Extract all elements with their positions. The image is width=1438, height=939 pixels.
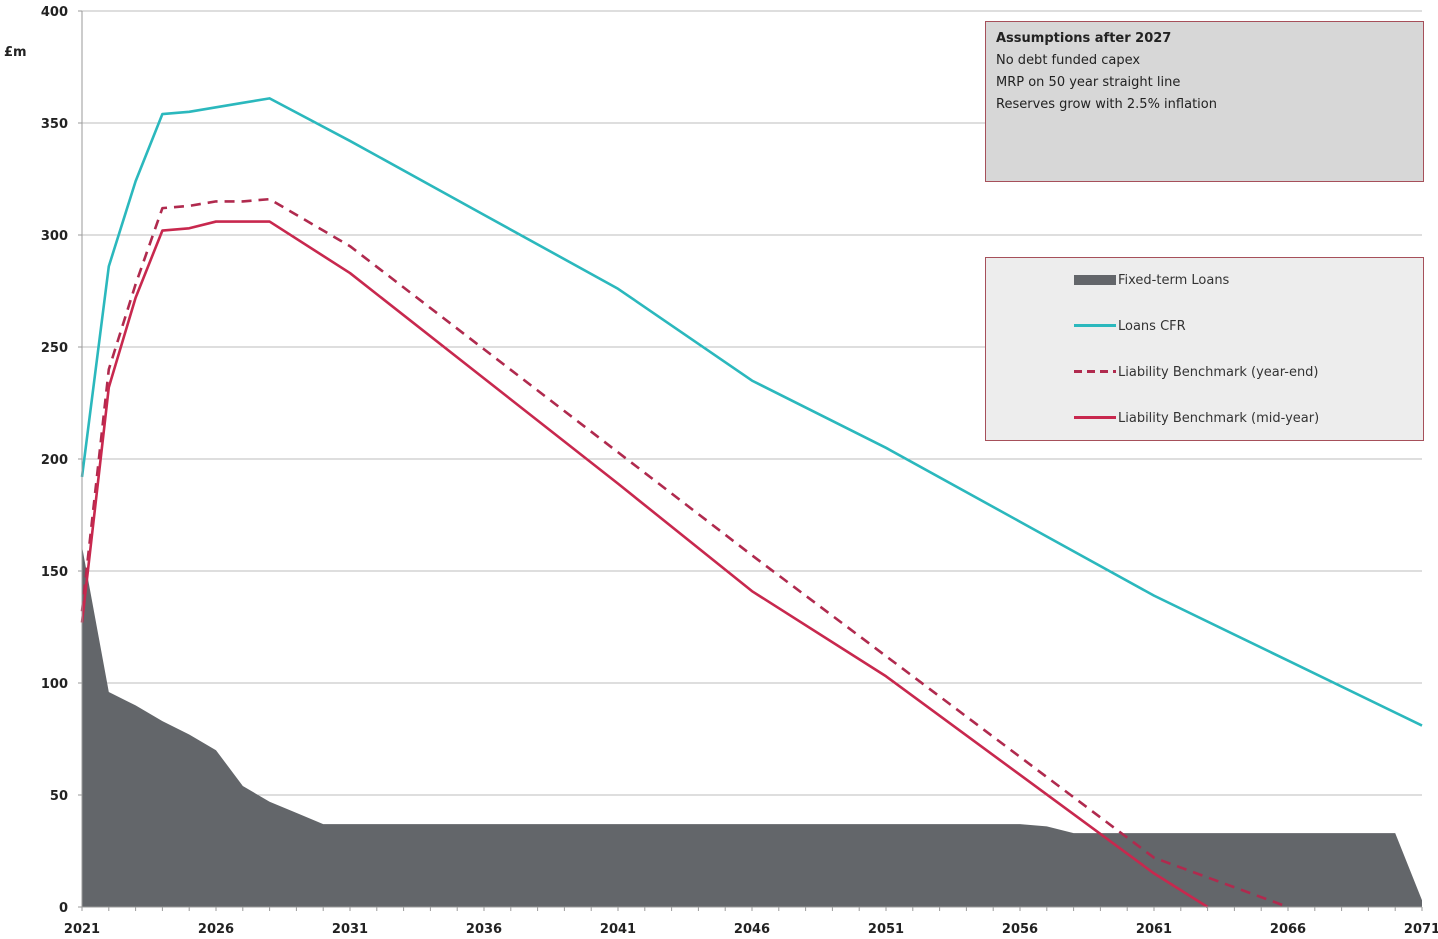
y-tick-label: 100 <box>41 677 68 692</box>
y-tick-label: 0 <box>59 901 68 916</box>
assumption-line: MRP on 50 year straight line <box>996 75 1181 90</box>
assumption-line: Reserves grow with 2.5% inflation <box>996 97 1217 112</box>
x-tick-label: 2021 <box>64 922 100 937</box>
series-line-liability-benchmark-year-end <box>80 197 1289 909</box>
x-tick-label: 2041 <box>600 922 636 937</box>
legend-label: Loans CFR <box>1118 318 1186 334</box>
legend-swatch-area <box>1074 270 1116 290</box>
x-tick-label: 2056 <box>1002 922 1038 937</box>
y-tick-label: 200 <box>41 453 68 468</box>
series-area-fixed-term-loans <box>82 546 1422 907</box>
legend-item-liability-mid-year: Liability Benchmark (mid-year) <box>1074 408 1319 428</box>
assumptions-title: Assumptions after 2027 <box>996 31 1172 46</box>
x-tick-label: 2061 <box>1136 922 1172 937</box>
y-tick-label: 350 <box>41 117 68 132</box>
legend-item-loans-cfr: Loans CFR <box>1074 316 1186 336</box>
series-line-liability-benchmark-mid-year <box>80 220 1209 909</box>
y-tick-label: 300 <box>41 229 68 244</box>
x-tick-label: 2066 <box>1270 922 1306 937</box>
x-tick-label: 2071 <box>1404 922 1438 937</box>
legend-label: Fixed-term Loans <box>1118 272 1230 288</box>
legend-swatch-dashed-line <box>1074 362 1116 382</box>
gridlines <box>82 10 1422 908</box>
series-line-loans-cfr <box>80 97 1423 727</box>
y-tick-label: 150 <box>41 565 68 580</box>
assumption-line: No debt funded capex <box>996 53 1141 68</box>
assumptions-box: Assumptions after 2027 No debt funded ca… <box>985 21 1424 182</box>
fixed-term-loans-area-layer <box>82 546 1422 907</box>
legend-item-fixed-term-loans: Fixed-term Loans <box>1074 270 1229 290</box>
chart-legend: Fixed-term Loans Loans CFR Liability Ben… <box>985 257 1424 441</box>
legend-swatch-line <box>1074 408 1116 428</box>
axes: 0 50 100 150 200 250 300 350 400 2021 2026 2031 2036… <box>41 5 1438 937</box>
legend-label: Liability Benchmark (mid-year) <box>1118 410 1320 426</box>
legend-label: Liability Benchmark (year-end) <box>1118 364 1319 380</box>
y-tick-label: 50 <box>50 789 68 804</box>
legend-swatch-line <box>1074 316 1116 336</box>
legend-item-liability-year-end: Liability Benchmark (year-end) <box>1074 362 1319 382</box>
x-tick-label: 2036 <box>466 922 502 937</box>
y-axis-unit-label: £m <box>4 45 27 60</box>
x-tick-label: 2046 <box>734 922 770 937</box>
y-tick-label: 250 <box>41 341 68 356</box>
x-tick-label: 2031 <box>332 922 368 937</box>
series-lines <box>80 97 1423 909</box>
x-tick-label: 2051 <box>868 922 904 937</box>
y-tick-label: 400 <box>41 5 68 20</box>
x-tick-label: 2026 <box>198 922 234 937</box>
